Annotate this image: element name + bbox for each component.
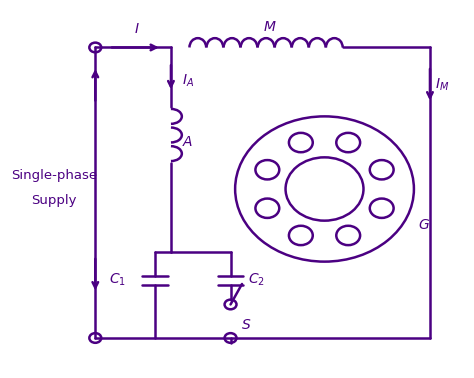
Text: $I_M$: $I_M$ (435, 76, 449, 93)
Text: M: M (264, 20, 275, 34)
Text: $C_2$: $C_2$ (248, 272, 264, 288)
Text: $I_A$: $I_A$ (182, 73, 194, 89)
Text: G: G (419, 218, 429, 232)
Text: Supply: Supply (31, 194, 77, 207)
Text: A: A (182, 135, 192, 149)
Text: $C_1$: $C_1$ (109, 272, 126, 288)
Text: Single-phase: Single-phase (11, 169, 97, 183)
Text: I: I (135, 22, 138, 36)
Text: S: S (242, 318, 251, 332)
